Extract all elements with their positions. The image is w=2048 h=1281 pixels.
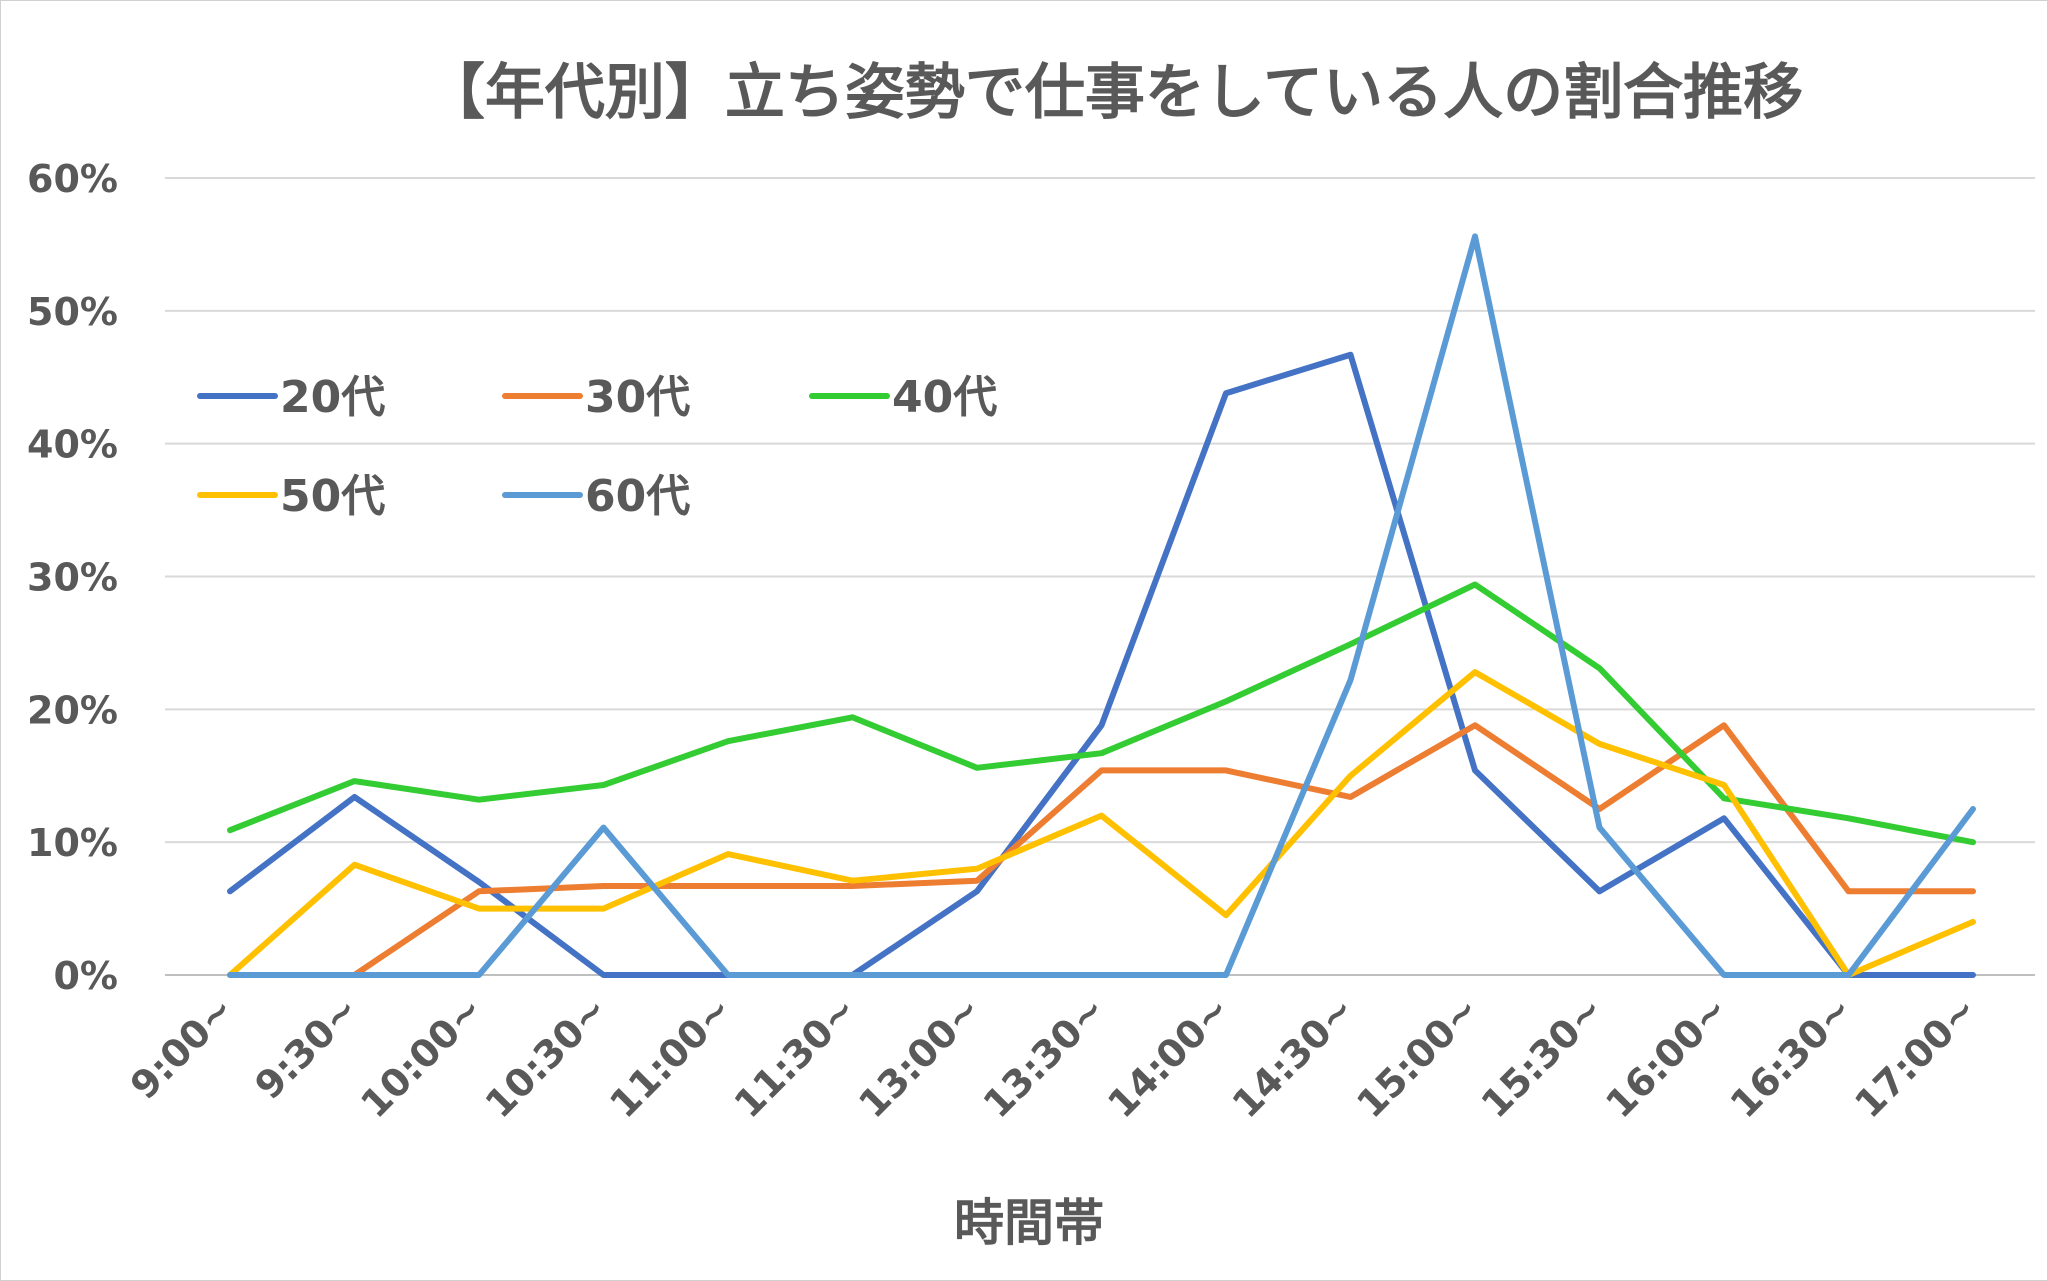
y-tick-label: 50% bbox=[27, 290, 118, 334]
y-tick-label: 30% bbox=[27, 556, 118, 600]
y-tick-label: 40% bbox=[27, 423, 118, 467]
y-tick-label: 0% bbox=[53, 954, 118, 998]
x-tick-label: 14:00~ bbox=[1099, 987, 1238, 1126]
legend-label: 30代 bbox=[585, 372, 690, 423]
series-line-40代 bbox=[227, 581, 1976, 846]
legend: 20代 30代 40代 50代 60代 bbox=[197, 372, 997, 522]
x-tick-label: 10:00~ bbox=[352, 987, 491, 1126]
legend-label: 60代 bbox=[585, 471, 690, 522]
series-line-50代 bbox=[227, 669, 1976, 978]
x-tick-label: 11:00~ bbox=[601, 987, 740, 1126]
series-line-60代 bbox=[227, 233, 1976, 978]
legend-label: 20代 bbox=[280, 372, 385, 423]
x-tick-label: 16:30~ bbox=[1722, 987, 1861, 1126]
y-tick-label: 60% bbox=[27, 157, 118, 201]
x-tick-label: 15:00~ bbox=[1348, 987, 1487, 1126]
x-tick-label: 9:30~ bbox=[246, 987, 366, 1107]
y-tick-label: 20% bbox=[27, 688, 118, 732]
y-axis-ticks: 0% 10% 20% 30% 40% 50% 60% bbox=[27, 157, 118, 998]
x-tick-label: 13:30~ bbox=[975, 987, 1114, 1126]
series-line-20代 bbox=[227, 351, 1976, 978]
y-tick-label: 10% bbox=[27, 821, 118, 865]
x-tick-label: 17:00~ bbox=[1846, 987, 1985, 1126]
x-tick-label: 9:00~ bbox=[122, 987, 242, 1107]
legend-item: 50代 bbox=[197, 471, 385, 522]
x-tick-label: 13:00~ bbox=[850, 987, 989, 1126]
legend-label: 40代 bbox=[892, 372, 997, 423]
series-line-30代 bbox=[227, 722, 1976, 978]
legend-item: 30代 bbox=[502, 372, 690, 423]
chart-title: 【年代別】立ち姿勢で仕事をしている人の割合推移 bbox=[425, 58, 1803, 128]
x-tick-label: 16:00~ bbox=[1597, 987, 1736, 1126]
legend-item: 60代 bbox=[502, 471, 690, 522]
x-tick-label: 14:30~ bbox=[1224, 987, 1363, 1126]
x-axis-ticks: 9:00~ 9:30~10:00~10:30~11:00~11:30~13:00~… bbox=[122, 987, 1985, 1126]
x-axis-label: 時間帯 bbox=[954, 1194, 1104, 1252]
x-tick-label: 11:30~ bbox=[726, 987, 865, 1126]
legend-label: 50代 bbox=[280, 471, 385, 522]
x-tick-label: 10:30~ bbox=[477, 987, 616, 1126]
legend-item: 40代 bbox=[809, 372, 997, 423]
legend-item: 20代 bbox=[197, 372, 385, 423]
x-tick-label: 15:30~ bbox=[1473, 987, 1612, 1126]
series-lines bbox=[227, 233, 1976, 978]
